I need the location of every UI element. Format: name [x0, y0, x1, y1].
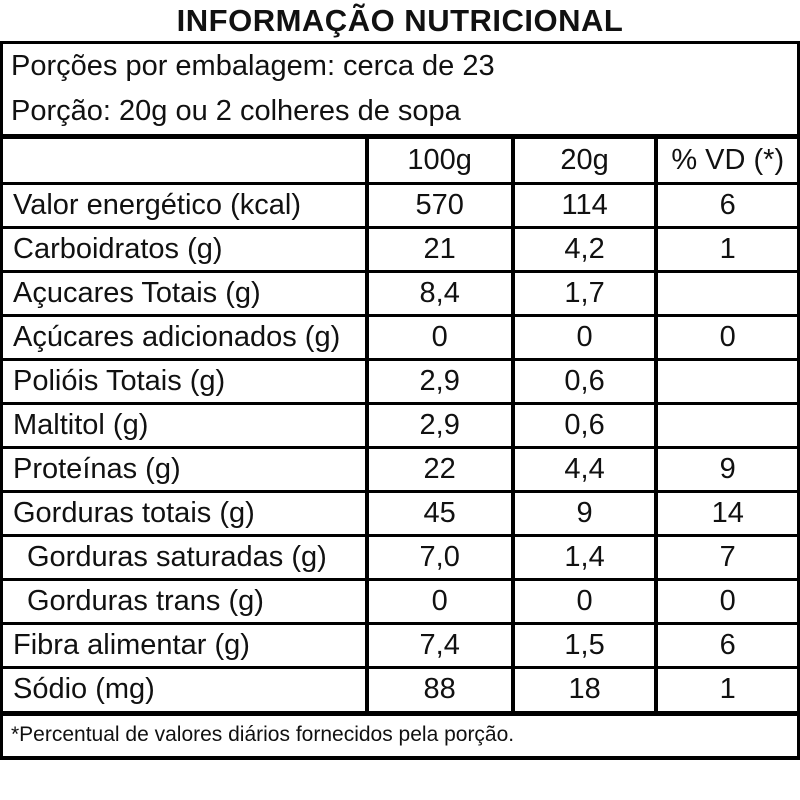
header-percent-vd: % VD (*) — [654, 139, 797, 183]
value-percent-vd: 9 — [654, 445, 797, 491]
value-percent-vd: 6 — [654, 621, 797, 667]
header-nutrient — [3, 139, 367, 183]
value-per-20g: 9 — [510, 489, 657, 535]
value-per-100g: 2,9 — [364, 357, 513, 403]
value-per-20g: 0 — [510, 577, 657, 623]
table-row: Proteínas (g) 22 4,4 9 — [3, 445, 797, 491]
nutrition-table-body: 100g 20g % VD (*) Valor energético (kcal… — [3, 139, 797, 711]
value-per-20g: 1,4 — [510, 533, 657, 579]
serving-info-section: Porções por embalagem: cerca de 23 Porçã… — [3, 44, 797, 139]
nutrient-name: Carboidratos (g) — [3, 225, 367, 271]
value-per-100g: 21 — [364, 225, 513, 271]
value-per-100g: 0 — [364, 313, 513, 359]
value-per-20g: 0,6 — [510, 401, 657, 447]
nutrient-name: Açucares Totais (g) — [3, 269, 367, 315]
nutrient-name: Maltitol (g) — [3, 401, 367, 447]
value-percent-vd: 1 — [654, 225, 797, 271]
value-per-100g: 88 — [364, 665, 513, 711]
label-body: Porções por embalagem: cerca de 23 Porçã… — [0, 44, 800, 760]
value-percent-vd: 0 — [654, 577, 797, 623]
table-row: Açucares Totais (g) 8,4 1,7 — [3, 269, 797, 315]
table-row: Maltitol (g) 2,9 0,6 — [3, 401, 797, 447]
value-per-20g: 114 — [510, 181, 657, 227]
value-per-20g: 4,4 — [510, 445, 657, 491]
nutrient-name: Açúcares adicionados (g) — [3, 313, 367, 359]
value-per-100g: 8,4 — [364, 269, 513, 315]
table-row: Carboidratos (g) 21 4,2 1 — [3, 225, 797, 271]
value-per-100g: 7,0 — [364, 533, 513, 579]
value-per-20g: 0,6 — [510, 357, 657, 403]
value-percent-vd — [654, 269, 797, 315]
value-per-20g: 1,7 — [510, 269, 657, 315]
table-row: Polióis Totais (g) 2,9 0,6 — [3, 357, 797, 403]
nutrient-name: Gorduras saturadas (g) — [3, 533, 367, 579]
servings-per-package-text: Porções por embalagem: cerca de 23 — [11, 50, 495, 82]
value-percent-vd: 6 — [654, 181, 797, 227]
value-per-100g: 22 — [364, 445, 513, 491]
table-row: Gorduras totais (g) 45 9 14 — [3, 489, 797, 535]
value-percent-vd: 7 — [654, 533, 797, 579]
value-per-100g: 0 — [364, 577, 513, 623]
value-per-100g: 7,4 — [364, 621, 513, 667]
value-per-20g: 18 — [510, 665, 657, 711]
header-per-20g: 20g — [510, 139, 657, 183]
table-row: Valor energético (kcal) 570 114 6 — [3, 181, 797, 227]
daily-value-footnote: *Percentual de valores diários fornecido… — [3, 711, 797, 756]
serving-size-text: Porção: 20g ou 2 colheres de sopa — [11, 95, 461, 127]
nutrient-name: Polióis Totais (g) — [3, 357, 367, 403]
value-percent-vd — [654, 401, 797, 447]
nutrient-name: Gorduras trans (g) — [3, 577, 367, 623]
nutrient-name: Gorduras totais (g) — [3, 489, 367, 535]
table-row: Sódio (mg) 88 18 1 — [3, 665, 797, 711]
value-per-20g: 0 — [510, 313, 657, 359]
nutrition-table: 100g 20g % VD (*) Valor energético (kcal… — [3, 139, 797, 711]
value-percent-vd: 14 — [654, 489, 797, 535]
table-row: Gorduras saturadas (g) 7,0 1,4 7 — [3, 533, 797, 579]
nutrient-name: Sódio (mg) — [3, 665, 367, 711]
value-per-100g: 45 — [364, 489, 513, 535]
nutrient-name: Fibra alimentar (g) — [3, 621, 367, 667]
value-percent-vd — [654, 357, 797, 403]
value-per-20g: 4,2 — [510, 225, 657, 271]
value-percent-vd: 1 — [654, 665, 797, 711]
table-header-row: 100g 20g % VD (*) — [3, 139, 797, 183]
value-per-20g: 1,5 — [510, 621, 657, 667]
label-title: INFORMAÇÃO NUTRICIONAL — [0, 0, 800, 44]
table-row: Fibra alimentar (g) 7,4 1,5 6 — [3, 621, 797, 667]
nutrient-name: Valor energético (kcal) — [3, 181, 367, 227]
table-row: Gorduras trans (g) 0 0 0 — [3, 577, 797, 623]
value-per-100g: 570 — [364, 181, 513, 227]
value-percent-vd: 0 — [654, 313, 797, 359]
nutrient-name: Proteínas (g) — [3, 445, 367, 491]
header-per-100g: 100g — [364, 139, 513, 183]
value-per-100g: 2,9 — [364, 401, 513, 447]
table-row: Açúcares adicionados (g) 0 0 0 — [3, 313, 797, 359]
